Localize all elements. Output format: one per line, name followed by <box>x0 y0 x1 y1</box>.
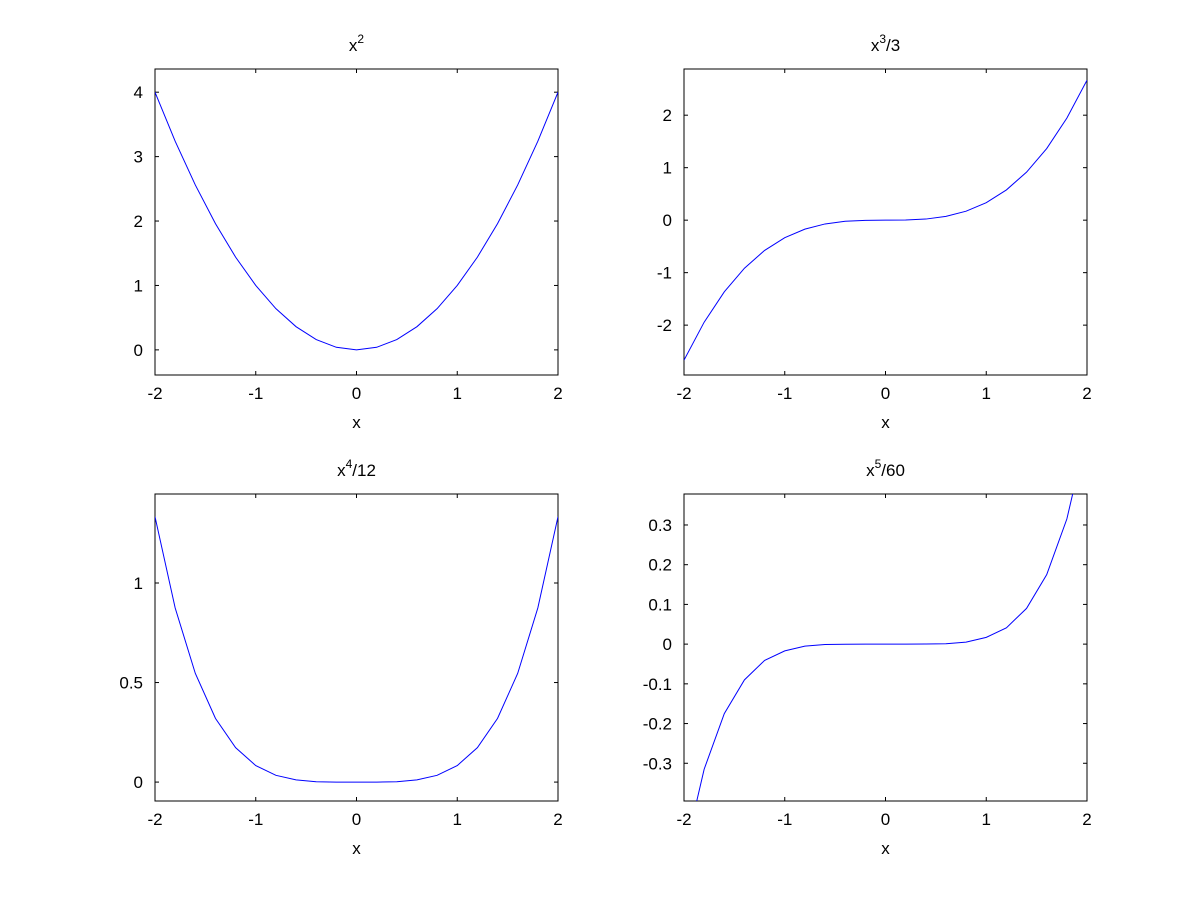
y-tick-label: 0 <box>663 635 672 654</box>
y-tick-label: -2 <box>657 316 672 335</box>
x-axis-label: x <box>881 413 890 432</box>
title-base: x <box>866 461 875 480</box>
title-suffix: /12 <box>352 461 376 480</box>
x-tick-label: 0 <box>352 810 361 829</box>
axes-box <box>683 493 1088 802</box>
x-tick-label: -2 <box>147 810 162 829</box>
axes-box <box>683 68 1088 376</box>
x-tick-label: -1 <box>777 810 792 829</box>
x-tick-label: 0 <box>352 384 361 403</box>
title-superscript: 4 <box>346 457 353 471</box>
x-axis-label: x <box>881 839 890 858</box>
x-tick-label: -1 <box>248 384 263 403</box>
x-tick-label: 0 <box>881 384 890 403</box>
y-tick-label: -1 <box>657 264 672 283</box>
y-tick-label: -0.2 <box>643 715 672 734</box>
x-tick-label: 2 <box>1082 384 1091 403</box>
y-tick-label: 2 <box>663 106 672 125</box>
axes-box <box>154 493 559 802</box>
title-base: x <box>871 36 880 55</box>
title-superscript: 3 <box>879 32 886 46</box>
x-tick-label: 1 <box>453 384 462 403</box>
y-tick-label: 0 <box>134 773 143 792</box>
subplot-title: x5/60 <box>866 457 905 480</box>
axes-box <box>154 68 559 376</box>
data-line <box>696 494 1074 801</box>
x-tick-label: -2 <box>147 384 162 403</box>
x-tick-label: 2 <box>1082 810 1091 829</box>
data-line <box>155 516 558 783</box>
y-tick-label: -0.1 <box>643 675 672 694</box>
title-superscript: 5 <box>875 457 882 471</box>
x-tick-label: 2 <box>553 384 562 403</box>
subplot-title: x4/12 <box>337 457 376 480</box>
subplot: x4/12x-2 -1 0 1 200.51 <box>119 457 562 858</box>
y-tick-label: 0.2 <box>648 556 672 575</box>
title-base: x <box>337 461 346 480</box>
x-tick-label: -1 <box>248 810 263 829</box>
x-tick-label: -2 <box>676 384 691 403</box>
title-suffix: /3 <box>886 36 900 55</box>
y-tick-label: 4 <box>134 83 143 102</box>
y-tick-label: 0.1 <box>648 595 672 614</box>
x-tick-label: 0 <box>881 810 890 829</box>
x-axis-label: x <box>352 413 361 432</box>
y-tick-label: 0.3 <box>648 516 672 535</box>
title-superscript: 2 <box>357 32 364 46</box>
x-tick-label: 1 <box>982 810 991 829</box>
x-tick-label: 2 <box>553 810 562 829</box>
data-line <box>684 79 1087 361</box>
subplot: x5/60x-2 -1 0 1 2-0.3-0.2-0.100.10.20.3 <box>643 457 1092 858</box>
y-tick-label: 2 <box>134 212 143 231</box>
y-tick-label: 1 <box>134 276 143 295</box>
title-suffix: /60 <box>881 461 905 480</box>
x-tick-label: 1 <box>453 810 462 829</box>
y-tick-label: 1 <box>134 574 143 593</box>
subplot-title: x3/3 <box>871 32 900 55</box>
x-tick-label: -1 <box>777 384 792 403</box>
data-line <box>155 92 558 351</box>
title-base: x <box>349 36 358 55</box>
x-tick-label: 1 <box>982 384 991 403</box>
subplot-title: x2 <box>349 32 365 55</box>
y-tick-label: 0.5 <box>119 674 143 693</box>
y-tick-label: -0.3 <box>643 754 672 773</box>
x-axis-label: x <box>352 839 361 858</box>
y-tick-label: 3 <box>134 148 143 167</box>
y-tick-label: 1 <box>663 159 672 178</box>
y-tick-label: 0 <box>134 341 143 360</box>
x-tick-label: -2 <box>676 810 691 829</box>
y-tick-label: 0 <box>663 211 672 230</box>
